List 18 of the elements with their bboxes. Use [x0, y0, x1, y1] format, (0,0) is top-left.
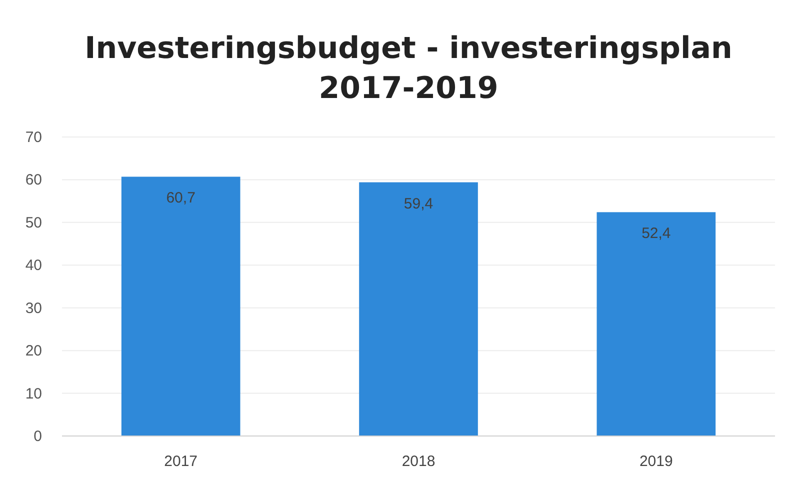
y-tick-label: 10	[25, 385, 42, 402]
y-tick-label: 20	[25, 342, 42, 360]
x-tick-label: 2017	[164, 453, 198, 470]
y-tick-label: 40	[25, 257, 42, 274]
y-tick-label: 60	[25, 172, 42, 189]
chart-title: Investeringsbudget - investeringsplan 2017-2019	[84, 31, 732, 106]
data-label: 60,7	[166, 190, 196, 207]
data-label: 59,4	[404, 195, 434, 212]
x-tick-label: 2019	[639, 453, 673, 470]
y-tick-label: 50	[25, 214, 42, 232]
bar	[359, 182, 478, 436]
y-tick-label: 30	[25, 300, 42, 317]
y-tick-label: 0	[34, 428, 42, 445]
y-tick-label: 70	[25, 129, 42, 146]
bar	[596, 212, 716, 436]
x-tick-label: 2018	[402, 453, 436, 470]
bar	[121, 176, 240, 436]
data-label: 52,4	[642, 225, 671, 242]
